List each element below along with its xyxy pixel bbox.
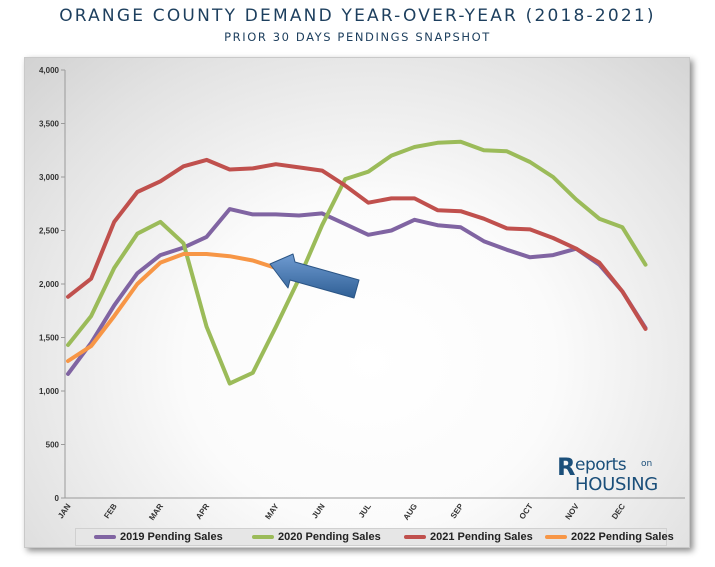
series-line-2022: [66, 252, 278, 363]
series-line-2021: [66, 157, 648, 331]
chart-frame: 0 500 1,000 1,500 2,000 2,500 3,000 3,500 4,000 J…: [24, 57, 690, 548]
x-tick-label: JUL: [357, 502, 373, 520]
chart-subtitle: PRIOR 30 DAYS PENDINGS SNAPSHOT: [224, 30, 491, 44]
line-chart: 0 500 1,000 1,500 2,000 2,500 3,000 3,500 4,000 J…: [39, 66, 685, 522]
logo-top: eports: [575, 455, 627, 475]
legend-item-2020: 2020 Pending Sales: [252, 530, 381, 544]
legend-swatch-2022: [545, 535, 567, 539]
legend-swatch-2019: [94, 535, 116, 539]
legend-label-2022: 2022 Pending Sales: [571, 531, 674, 543]
y-tick-label: 2,000: [39, 280, 60, 289]
series-line-2019: [66, 207, 648, 376]
y-tick-label: 1,500: [39, 334, 60, 343]
chart-title: ORANGE COUNTY DEMAND YEAR-OVER-YEAR (201…: [59, 6, 656, 26]
legend-swatch-2021: [404, 535, 426, 539]
x-tick-label: OCT: [518, 502, 535, 521]
y-tick-label: 3,500: [39, 120, 60, 129]
legend-label-2019: 2019 Pending Sales: [120, 531, 223, 543]
logo-r: R: [557, 453, 576, 481]
legend-item-2021: 2021 Pending Sales: [404, 530, 533, 544]
x-tick-label: APR: [194, 502, 211, 521]
series-line-2020: [66, 139, 648, 386]
legend: 2019 Pending Sales 2020 Pending Sales 20…: [75, 528, 674, 546]
x-tick-label: MAR: [147, 502, 165, 522]
x-tick-label: SEP: [449, 501, 466, 520]
reports-on-housing-logo: R eports on HOUSING: [557, 451, 677, 497]
x-tick-label: JUN: [310, 502, 327, 520]
x-tick-label: JAN: [56, 502, 73, 520]
x-tick-label: AUG: [402, 502, 420, 522]
annotations: [269, 253, 360, 299]
x-tick-label: NOV: [564, 501, 582, 521]
y-tick-label: 1,000: [39, 387, 60, 396]
x-tick-label: FEB: [102, 502, 119, 520]
y-tick-label: 3,000: [39, 173, 60, 182]
legend-item-2022: 2022 Pending Sales: [545, 530, 674, 544]
logo-bottom: HOUSING: [575, 474, 658, 495]
y-tick-label: 2,500: [39, 227, 60, 236]
legend-label-2020: 2020 Pending Sales: [278, 531, 381, 543]
legend-item-2019: 2019 Pending Sales: [94, 530, 223, 544]
y-tick-label: 500: [46, 441, 60, 450]
y-tick-label: 0: [55, 494, 60, 503]
logo-on: on: [641, 459, 653, 469]
series-lines: [66, 139, 648, 386]
x-tick-label: MAY: [263, 501, 281, 521]
pointer-arrow: [269, 253, 360, 299]
legend-label-2021: 2021 Pending Sales: [430, 531, 533, 543]
legend-swatch-2020: [252, 535, 274, 539]
x-tick-label: DEC: [610, 502, 627, 521]
y-tick-label: 4,000: [39, 66, 60, 75]
